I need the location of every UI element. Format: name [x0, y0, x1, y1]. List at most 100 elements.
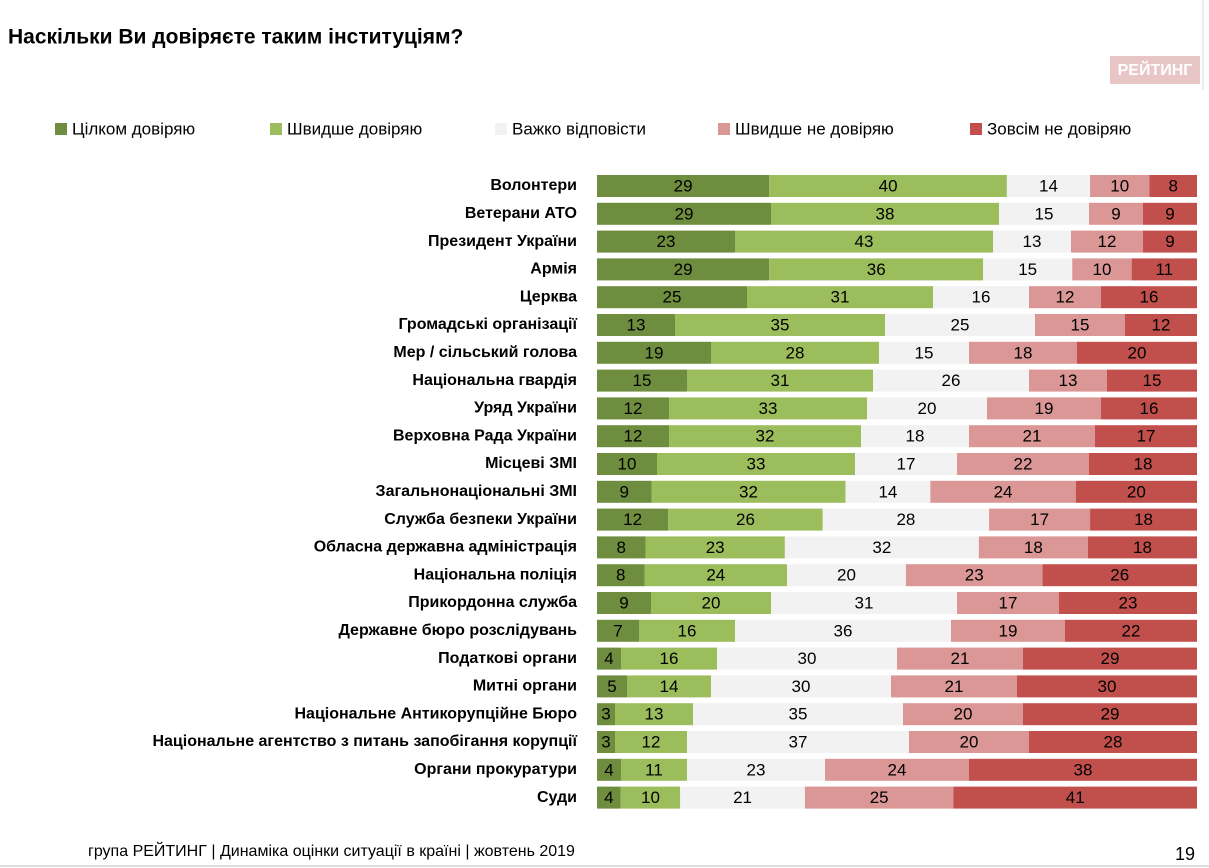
value-label: 12 — [1098, 232, 1117, 251]
value-label: 38 — [876, 204, 895, 223]
value-label: 20 — [837, 566, 856, 585]
value-label: 18 — [906, 427, 925, 446]
bar-segment — [675, 314, 885, 336]
value-label: 32 — [756, 427, 775, 446]
value-label: 21 — [1023, 427, 1042, 446]
legend-swatch — [495, 123, 507, 135]
value-label: 33 — [759, 399, 778, 418]
bar-segment — [597, 731, 615, 753]
value-label: 12 — [624, 427, 643, 446]
value-label: 4 — [604, 649, 613, 668]
value-label: 10 — [641, 788, 660, 807]
bar-segment — [1090, 508, 1197, 531]
value-label: 15 — [915, 343, 934, 362]
category-label: Митні органи — [473, 678, 577, 695]
bar-segment — [1089, 202, 1143, 225]
value-label: 8 — [616, 566, 625, 585]
value-label: 9 — [619, 593, 628, 612]
bar-segment — [597, 341, 711, 364]
category-label: Громадські організації — [398, 316, 577, 333]
bar-segment — [735, 619, 951, 642]
value-label: 13 — [1023, 232, 1042, 251]
bar-segment — [1059, 592, 1197, 614]
bar-segment — [1017, 675, 1197, 698]
bar-segment — [1029, 286, 1101, 309]
value-label: 10 — [1110, 176, 1129, 195]
bar-segment — [903, 703, 1023, 726]
value-label: 12 — [1152, 315, 1171, 334]
bar-segment — [747, 286, 933, 309]
value-label: 18 — [1014, 343, 1033, 362]
value-label: 29 — [1101, 705, 1120, 724]
bar-segment — [951, 619, 1065, 642]
logo-box — [1110, 56, 1200, 84]
bar-segment — [879, 341, 969, 364]
bar-segment — [597, 425, 669, 448]
value-label: 16 — [1140, 288, 1159, 307]
category-label: Президент України — [428, 233, 577, 250]
page-number: 19 — [1175, 844, 1195, 864]
bar-segment — [855, 453, 957, 475]
bar-segment — [1089, 453, 1197, 475]
value-label: 30 — [792, 677, 811, 696]
bar-segment — [987, 397, 1101, 420]
bar-segment — [969, 425, 1095, 448]
value-label: 23 — [747, 760, 766, 779]
bar-segment — [693, 703, 903, 726]
value-label: 37 — [789, 732, 808, 751]
bar-segment — [769, 258, 984, 281]
bar-segment — [621, 647, 717, 670]
category-label: Уряд України — [474, 400, 577, 417]
bar-segment — [1023, 647, 1197, 670]
category-label: Верховна Рада України — [393, 427, 577, 444]
bar-segment — [597, 758, 621, 781]
bar-segment — [597, 536, 646, 559]
value-label: 16 — [1140, 399, 1159, 418]
value-label: 11 — [1155, 260, 1173, 279]
value-label: 23 — [657, 232, 676, 251]
bar-segment — [1143, 202, 1197, 225]
bar-segment — [784, 536, 979, 559]
value-label: 10 — [1092, 260, 1111, 279]
bar-segment — [669, 425, 861, 448]
value-label: 12 — [624, 399, 643, 418]
bar-segment — [1125, 314, 1197, 336]
value-label: 20 — [960, 732, 979, 751]
value-label: 11 — [645, 760, 663, 779]
value-label: 12 — [623, 510, 642, 529]
category-label: Ветерани АТО — [465, 205, 577, 222]
bar-segment — [597, 675, 627, 698]
bar-segment — [1149, 175, 1197, 197]
bar-segment — [615, 703, 693, 726]
category-label: Національне Антикорупційне Бюро — [295, 705, 578, 722]
value-label: 21 — [951, 649, 970, 668]
value-label: 24 — [994, 482, 1013, 501]
value-label: 16 — [972, 288, 991, 307]
category-label: Місцеві ЗМІ — [485, 455, 577, 472]
value-label: 25 — [951, 315, 970, 334]
bar-segment — [891, 675, 1017, 698]
value-label: 12 — [1056, 288, 1075, 307]
category-label: Армія — [530, 261, 577, 278]
value-label: 19 — [1035, 399, 1054, 418]
value-label: 16 — [678, 621, 697, 640]
bar-segment — [885, 314, 1035, 336]
bar-segment — [680, 786, 805, 809]
value-label: 16 — [660, 649, 679, 668]
value-label: 9 — [1165, 204, 1174, 223]
bar-segment — [771, 592, 957, 614]
bar-segment — [957, 592, 1059, 614]
value-label: 18 — [1133, 538, 1152, 557]
value-label: 30 — [798, 649, 817, 668]
bar-segment — [597, 592, 651, 614]
value-label: 29 — [674, 176, 693, 195]
bar-segment — [1042, 564, 1197, 587]
bar-segment — [1090, 175, 1150, 197]
category-label: Волонтери — [490, 177, 577, 194]
value-label: 26 — [942, 371, 961, 390]
bar-segment — [845, 480, 931, 503]
value-label: 29 — [1101, 649, 1120, 668]
value-label: 43 — [855, 232, 874, 251]
bar-segment — [597, 258, 770, 281]
